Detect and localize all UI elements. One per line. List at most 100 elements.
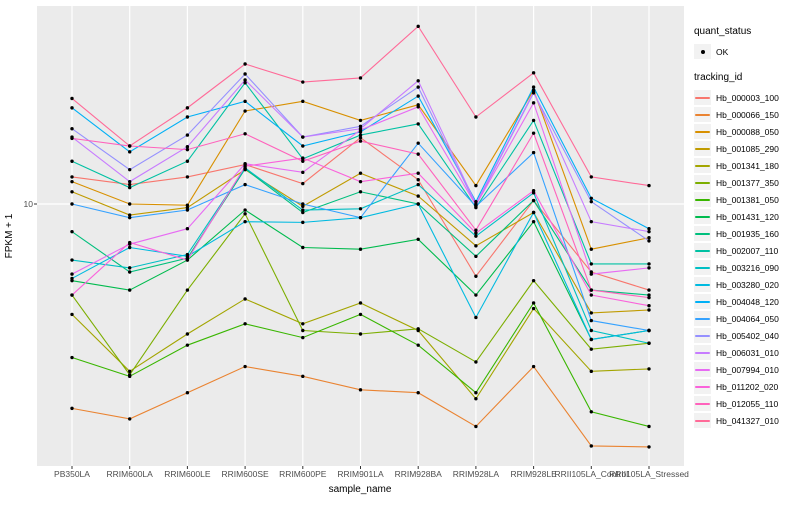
data-point <box>70 179 74 184</box>
data-point <box>243 132 247 136</box>
data-point <box>589 328 593 333</box>
data-point <box>70 258 74 262</box>
legend-item-label: Hb_012055_110 <box>716 398 779 409</box>
data-point <box>589 444 593 448</box>
data-point <box>185 227 190 231</box>
data-point <box>531 101 536 105</box>
legend-item-label: Hb_005402_040 <box>716 330 779 341</box>
legend-item-Hb_001431_120: Hb_001431_120 <box>694 208 798 225</box>
legend-key <box>694 345 711 360</box>
data-point <box>185 106 190 110</box>
data-point <box>589 196 593 200</box>
line-swatch-icon <box>695 113 710 116</box>
legend-item-Hb_004048_120: Hb_004048_120 <box>694 293 798 310</box>
data-point <box>416 202 420 206</box>
data-point <box>647 227 651 231</box>
data-point <box>589 369 593 374</box>
x-axis-tick-labels: PB350LA RRIM600LA RRIM600LE RRIM600SE RRIM60… <box>54 469 689 479</box>
legend-item-label: Hb_003216_090 <box>716 262 779 273</box>
data-point <box>358 207 363 211</box>
data-point <box>301 335 305 340</box>
data-point <box>243 219 247 224</box>
data-point <box>416 182 420 187</box>
data-point <box>474 231 478 235</box>
data-point <box>416 327 420 331</box>
data-point <box>70 276 74 281</box>
data-point <box>474 115 478 119</box>
legend-item-label: Hb_004064_050 <box>716 313 779 324</box>
legend-item-label: Hb_001377_350 <box>716 177 779 188</box>
line-swatch-icon <box>695 147 710 150</box>
data-point <box>358 171 363 175</box>
data-point <box>128 215 132 220</box>
data-point <box>185 115 190 119</box>
data-point <box>70 136 74 141</box>
data-point <box>301 135 305 139</box>
data-point <box>243 78 247 82</box>
data-point <box>531 189 536 193</box>
data-point <box>647 304 651 308</box>
legend-item-Hb_001377_350: Hb_001377_350 <box>694 174 798 191</box>
data-point <box>128 369 132 374</box>
legend-item-label: Hb_001381_050 <box>716 194 779 205</box>
legend-key <box>694 328 711 343</box>
legend-item-Hb_001341_180: Hb_001341_180 <box>694 157 798 174</box>
legend-key <box>694 90 711 105</box>
legend-key <box>694 209 711 224</box>
legend-item-Hb_004064_050: Hb_004064_050 <box>694 310 798 327</box>
data-point <box>474 183 478 188</box>
data-point <box>531 210 536 215</box>
legend-item-label: Hb_001431_120 <box>716 211 779 222</box>
data-point <box>301 181 305 186</box>
legend-item-Hb_006031_010: Hb_006031_010 <box>694 344 798 361</box>
data-point <box>589 219 593 224</box>
data-point <box>589 337 593 342</box>
data-point <box>301 156 305 160</box>
data-point <box>301 159 305 163</box>
gridlines <box>37 6 684 466</box>
data-point <box>647 229 651 234</box>
data-point <box>358 128 363 132</box>
data-point <box>589 347 593 351</box>
legend-item-label: Hb_003280_020 <box>716 279 779 290</box>
data-point <box>301 144 305 148</box>
tracking-id-legend-title: tracking_id <box>694 72 743 83</box>
data-point <box>531 306 536 311</box>
data-point <box>301 374 305 379</box>
data-point <box>474 315 478 320</box>
data-point <box>70 229 74 234</box>
data-point <box>70 202 74 206</box>
data-point <box>589 410 593 414</box>
x-axis-tick-label: PB350LA <box>54 469 90 479</box>
data-point <box>185 343 190 347</box>
x-axis-tick-label: RRIM928LA <box>453 469 500 479</box>
y-axis-title: FPKM + 1 <box>4 213 15 258</box>
data-point <box>243 99 247 104</box>
line-swatch-icon <box>695 249 710 252</box>
data-point <box>589 288 593 292</box>
legend-item-label: Hb_041327_010 <box>716 415 779 426</box>
line-swatch-icon <box>695 334 710 337</box>
x-axis-tick-label: RRIM600LA <box>107 469 154 479</box>
data-point <box>243 164 247 168</box>
legend-item-label: OK <box>716 46 729 57</box>
data-point <box>416 85 420 89</box>
line-swatch-icon <box>695 96 710 99</box>
legend-item-Hb_002007_110: Hb_002007_110 <box>694 242 798 259</box>
line-swatch-icon <box>695 351 710 354</box>
data-point <box>185 147 190 152</box>
quant-status-legend-title: quant_status <box>694 26 752 37</box>
data-point <box>301 328 305 333</box>
data-point <box>589 199 593 204</box>
data-point <box>531 198 536 203</box>
data-point <box>128 266 132 270</box>
data-point <box>128 150 132 154</box>
data-point <box>185 145 190 149</box>
data-point <box>128 144 132 148</box>
legend-key <box>694 44 711 59</box>
data-point <box>531 364 536 369</box>
legend-item-ok: OK <box>694 43 798 60</box>
data-point <box>243 109 247 113</box>
x-axis-tick-label: RRIM928LE <box>510 469 557 479</box>
x-axis-tick-label: RRIM600SE <box>221 469 269 479</box>
